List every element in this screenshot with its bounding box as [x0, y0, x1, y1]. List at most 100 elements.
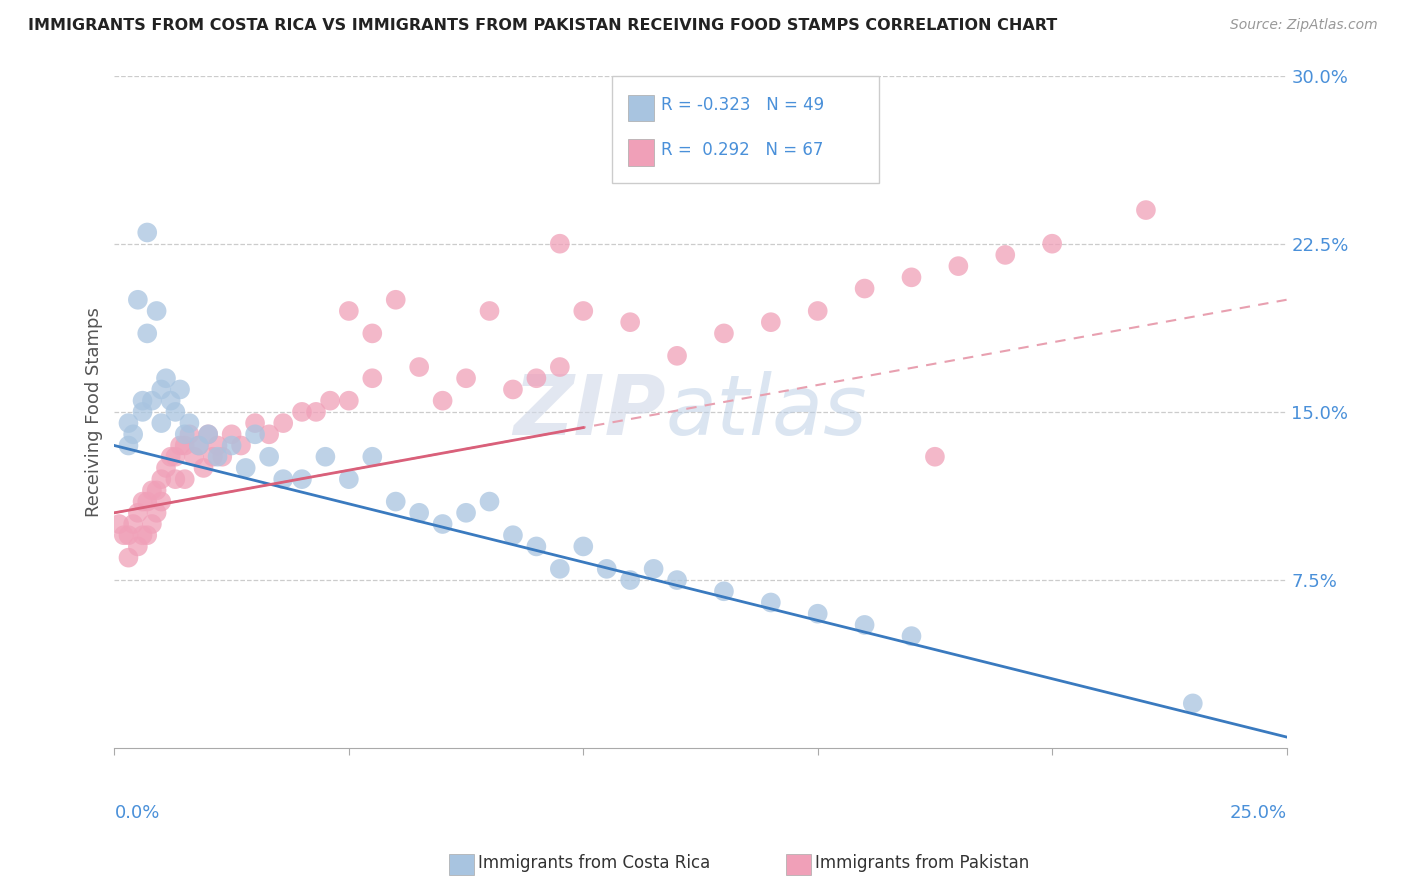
Text: Immigrants from Costa Rica: Immigrants from Costa Rica [478, 854, 710, 871]
Point [384, 293, 406, 307]
Point [150, 472, 173, 486]
Point [136, 494, 159, 508]
Point [207, 438, 229, 452]
Point [197, 427, 219, 442]
Point [759, 315, 782, 329]
Point [131, 393, 153, 408]
Point [131, 528, 153, 542]
Point [169, 383, 191, 397]
Point [853, 281, 876, 295]
Point [145, 483, 167, 498]
Point [136, 528, 159, 542]
Point [432, 516, 454, 531]
Point [454, 371, 477, 385]
Point [713, 326, 735, 341]
Point [759, 595, 782, 609]
Point [221, 427, 243, 442]
Point [361, 371, 384, 385]
Point [173, 427, 195, 442]
Text: 0.0%: 0.0% [114, 805, 160, 822]
Point [807, 607, 830, 621]
Point [432, 393, 454, 408]
Text: Immigrants from Pakistan: Immigrants from Pakistan [815, 854, 1029, 871]
Point [948, 259, 970, 273]
Point [179, 416, 201, 430]
Point [117, 528, 139, 542]
Point [305, 405, 328, 419]
Point [900, 270, 922, 285]
Point [408, 359, 430, 374]
Point [619, 315, 641, 329]
Point [526, 540, 548, 554]
Point [924, 450, 946, 464]
Point [207, 450, 229, 464]
Point [145, 506, 167, 520]
Point [150, 416, 173, 430]
Point [117, 550, 139, 565]
Point [112, 528, 135, 542]
Point [1181, 697, 1204, 711]
Point [136, 226, 159, 240]
Point [502, 528, 524, 542]
Point [169, 438, 191, 452]
Point [454, 506, 477, 520]
Point [131, 405, 153, 419]
Point [165, 405, 187, 419]
Point [271, 472, 294, 486]
Point [337, 393, 360, 408]
Point [122, 427, 145, 442]
Text: atlas: atlas [665, 371, 868, 452]
Point [131, 494, 153, 508]
Text: IMMIGRANTS FROM COSTA RICA VS IMMIGRANTS FROM PAKISTAN RECEIVING FOOD STAMPS COR: IMMIGRANTS FROM COSTA RICA VS IMMIGRANTS… [28, 18, 1057, 33]
Point [337, 304, 360, 318]
Point [201, 450, 224, 464]
Point [666, 573, 689, 587]
Point [900, 629, 922, 643]
Point [548, 562, 571, 576]
Point [145, 304, 167, 318]
Point [807, 304, 830, 318]
Point [548, 359, 571, 374]
Point [122, 516, 145, 531]
Point [243, 427, 266, 442]
Point [666, 349, 689, 363]
Point [229, 438, 252, 452]
Point [141, 393, 163, 408]
Text: Source: ZipAtlas.com: Source: ZipAtlas.com [1230, 18, 1378, 32]
Point [117, 416, 139, 430]
Point [643, 562, 665, 576]
Point [155, 461, 177, 475]
Point [159, 393, 181, 408]
Point [291, 472, 314, 486]
Point [141, 516, 163, 531]
Point [197, 427, 219, 442]
Point [193, 461, 215, 475]
Point [150, 494, 173, 508]
Point [165, 472, 187, 486]
Point [619, 573, 641, 587]
Point [173, 472, 195, 486]
Point [384, 494, 406, 508]
Point [127, 540, 149, 554]
Point [183, 450, 205, 464]
Point [187, 438, 209, 452]
Point [526, 371, 548, 385]
Point [211, 450, 233, 464]
Point [994, 248, 1017, 262]
Point [173, 438, 195, 452]
Point [165, 450, 187, 464]
Point [179, 427, 201, 442]
Point [361, 326, 384, 341]
Text: R = -0.323   N = 49: R = -0.323 N = 49 [661, 96, 824, 114]
Point [1040, 236, 1063, 251]
Point [291, 405, 314, 419]
Point [478, 304, 501, 318]
Text: 25.0%: 25.0% [1229, 805, 1286, 822]
Point [572, 540, 595, 554]
Point [502, 383, 524, 397]
Point [141, 483, 163, 498]
Point [127, 506, 149, 520]
Point [408, 506, 430, 520]
Y-axis label: Receiving Food Stamps: Receiving Food Stamps [86, 307, 103, 516]
Point [853, 618, 876, 632]
